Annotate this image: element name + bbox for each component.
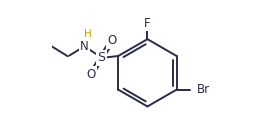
Text: S: S: [98, 51, 106, 64]
Text: F: F: [144, 17, 151, 30]
Text: Br: Br: [197, 83, 210, 96]
Text: O: O: [107, 34, 117, 47]
Text: H: H: [84, 29, 92, 39]
Text: O: O: [86, 68, 96, 81]
Text: N: N: [80, 40, 89, 53]
